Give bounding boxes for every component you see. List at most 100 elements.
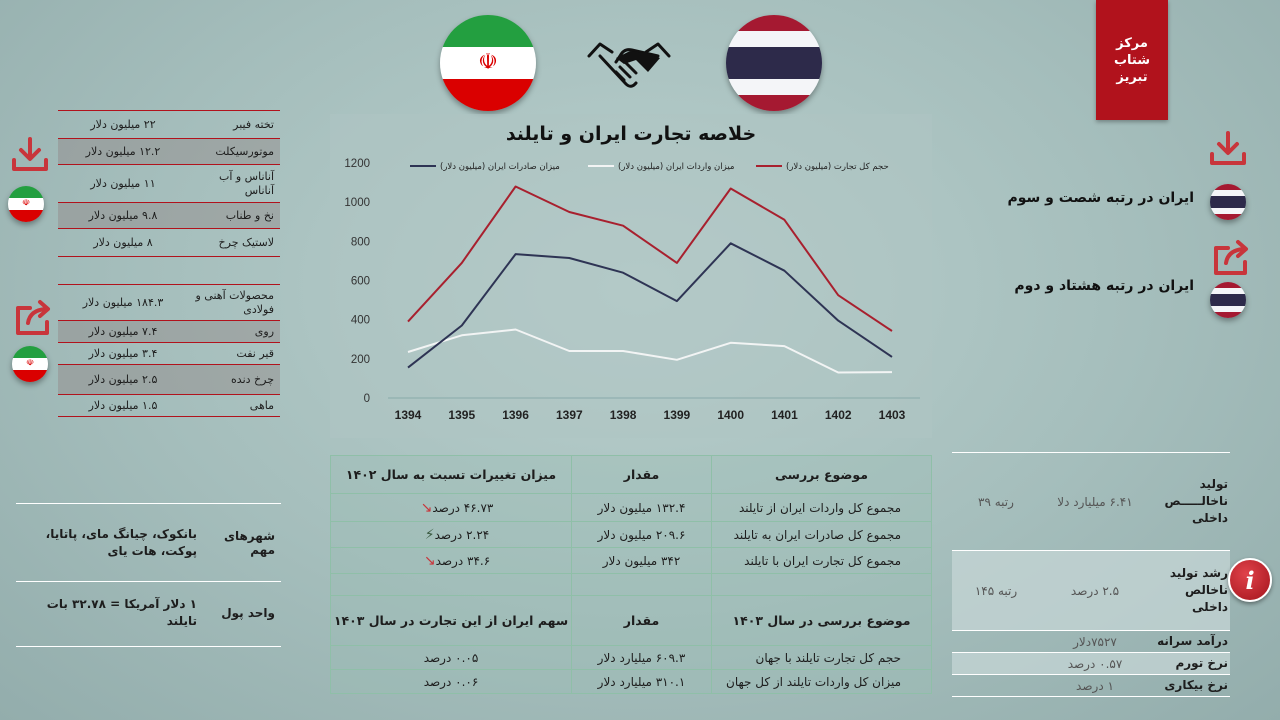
x-tick-label: 1403 [879, 408, 906, 422]
row-amount: ۳۴۲ میلیون دلار [571, 547, 712, 574]
header-amount: مقدار [571, 455, 712, 494]
table-spacer-row [330, 573, 932, 596]
table-row: رشد تولید ناخالص داخلی ۲.۵ درصد رتبه ۱۴۵ [952, 551, 1230, 631]
economy-label: رشد تولید ناخالص داخلی [1169, 566, 1228, 614]
table-row: لاستیک چرخ ۸ میلیون دلار [58, 229, 280, 257]
header-share: سهم ایران از این تجارت در سال ۱۴۰۳ [330, 595, 572, 646]
x-tick-label: 1394 [395, 408, 422, 422]
product-value: ۱۱ میلیون دلار [90, 177, 156, 190]
chart-title: خلاصه تجارت ایران و تایلند [505, 123, 757, 145]
trend-up-icon: ⚡ [424, 526, 435, 543]
economy-label: تولید ناخالـــــص داخلی [1164, 477, 1228, 525]
row-change: ۴۶.۷۳ درصد [432, 500, 494, 515]
product-value: ۱۲.۲ میلیون دلار [85, 145, 161, 158]
table-row: حجم کل تجارت تایلند با جهان ۶۰۹.۳ میلیار… [330, 645, 932, 670]
economy-value: ۷۵۲۷دلار [1073, 634, 1117, 649]
header-amount: مقدار [571, 595, 712, 646]
row-change-cell: ۲.۲۴ درصد⚡ [330, 521, 572, 548]
row-share: ۰.۰۵ درصد [330, 645, 572, 670]
row-change: ۲.۲۴ درصد [434, 527, 490, 542]
table-row: میزان کل واردات تایلند از کل جهان ۳۱۰.۱ … [330, 669, 932, 694]
cities-label: شهرهای مهم [223, 528, 275, 557]
y-tick-label: 600 [351, 276, 370, 288]
thailand-flag [726, 15, 822, 111]
x-tick-label: 1397 [556, 408, 583, 422]
table-row: نرخ تورم ۰.۵۷ درصد [952, 653, 1230, 675]
legend-label: میزان صادرات ایران (میلیون دلار) [440, 162, 560, 172]
table-row: محصولات آهنی و فولادی ۱۸۴.۳ میلیون دلار [58, 285, 280, 321]
thailand-flag-small [1210, 184, 1246, 220]
y-tick-label: 0 [364, 393, 370, 405]
row-topic: مجموع کل تجارت ایران با تایلند [711, 547, 932, 574]
economy-value: ۶.۴۱ میلیارد دلا [1057, 494, 1133, 509]
x-tick-label: 1398 [610, 408, 637, 422]
table-row: قیر نفت ۳.۴ میلیون دلار [58, 343, 280, 365]
x-tick-label: 1396 [502, 408, 529, 422]
y-tick-label: 200 [351, 354, 370, 366]
brand-logo: مرکز شتاب تبریز [1096, 0, 1168, 120]
currency-row: واحد پول ۱ دلار آمریکا = ۳۲.۷۸ بات تایلن… [16, 582, 281, 644]
economy-table: تولید ناخالـــــص داخلی ۶.۴۱ میلیارد دلا… [952, 452, 1230, 697]
row-topic: مجموع کل واردات ایران از تایلند [711, 493, 932, 522]
brand-line-3: تبریز [1116, 69, 1148, 85]
export-rank-text: ایران در رتبه هشتاد و دوم [1014, 278, 1194, 294]
product-value: ۷.۴ میلیون دلار [88, 325, 158, 338]
header-change: میزان تغییرات تسبت به سال ۱۴۰۲ [330, 455, 572, 494]
iran-flag: ☫ [440, 15, 536, 111]
brand-line-1: مرکز [1116, 35, 1148, 51]
trade-chart-panel: خلاصه تجارت ایران و تایلند 0 200 400 600 800… [330, 114, 932, 438]
economy-label: نرخ بیکاری [1164, 678, 1228, 692]
currency-label: واحد پول [221, 606, 275, 620]
product-name: آناناس و آب آناناس [218, 169, 274, 197]
product-name: قیر نفت [236, 346, 274, 360]
x-tick-label: 1400 [717, 408, 744, 422]
product-name: تخته فیبر [233, 117, 274, 131]
product-value: ۲۲ میلیون دلار [90, 118, 156, 131]
trade-line-chart: 0 200 400 600 800 1000 1200 1394 1395 1396 1397 139… [344, 158, 920, 422]
product-name: چرخ دنده [231, 372, 274, 386]
brand-line-2: شتاب [1113, 52, 1151, 68]
economy-label: نرخ تورم [1175, 656, 1228, 670]
x-tick-label: 1399 [664, 408, 691, 422]
handshake-icon [587, 42, 671, 88]
table-row: درآمد سرانه ۷۵۲۷دلار [952, 631, 1230, 653]
download-icon [12, 137, 48, 171]
row-change-cell: ۴۶.۷۳ درصد↘ [330, 493, 572, 522]
table-row: مجموع کل تجارت ایران با تایلند ۳۴۲ میلیو… [330, 547, 932, 574]
row-topic: حجم کل تجارت تایلند با جهان [711, 645, 932, 670]
import-rank-text: ایران در رتبه شصت و سوم [1007, 190, 1194, 206]
table-row: آناناس و آب آناناس ۱۱ میلیون دلار [58, 165, 280, 203]
product-name: موتورسیکلت [215, 144, 274, 158]
legend-label: حجم کل تجارت (میلیون دلار) [786, 162, 889, 172]
economy-rank: رتبه ۳۹ [978, 494, 1014, 509]
trade-review-table: موضوع بررسی مقدار میزان تغییرات تسبت به … [330, 455, 932, 694]
table-row: تولید ناخالـــــص داخلی ۶.۴۱ میلیارد دلا… [952, 453, 1230, 551]
row-amount: ۳۱۰.۱ میلیارد دلار [571, 669, 712, 694]
row-change: ۳۴.۶ درصد [435, 553, 491, 568]
table-header-row: موضوع بررسی مقدار میزان تغییرات تسبت به … [330, 455, 932, 494]
table-row: مجموع کل واردات ایران از تایلند ۱۳۲.۴ می… [330, 493, 932, 522]
share-icon [16, 300, 50, 335]
country-info-box: شهرهای مهم بانکوک، چیانگ مای، پاتایا، پو… [16, 503, 281, 647]
product-value: ۹.۸ میلیون دلار [88, 209, 158, 222]
info-icon[interactable]: i [1228, 558, 1272, 602]
series-line [407, 185, 893, 332]
economy-label: درآمد سرانه [1157, 634, 1228, 648]
table-row: تخته فیبر ۲۲ میلیون دلار [58, 111, 280, 139]
download-icon [1210, 131, 1246, 165]
trend-down-icon: ↘ [420, 499, 433, 516]
row-amount: ۲۰۹.۶ میلیون دلار [571, 521, 712, 548]
product-name: نخ و طناب [225, 208, 274, 222]
y-tick-label: 1200 [344, 158, 370, 170]
economy-value: ۱ درصد [1076, 678, 1114, 693]
y-tick-label: 1000 [344, 197, 370, 209]
product-value: ۱.۵ میلیون دلار [88, 399, 158, 412]
share-icon [1214, 240, 1248, 275]
product-name: روی [254, 324, 274, 338]
imports-table: تخته فیبر ۲۲ میلیون دلار موتورسیکلت ۱۲.۲… [58, 110, 280, 257]
product-name: لاستیک چرخ [218, 235, 274, 249]
y-tick-label: 400 [351, 315, 370, 327]
product-name: محصولات آهنی و فولادی [195, 288, 275, 316]
product-name: ماهی [249, 398, 274, 412]
currency-value: ۱ دلار آمریکا = ۳۲.۷۸ بات تایلند [46, 597, 197, 628]
